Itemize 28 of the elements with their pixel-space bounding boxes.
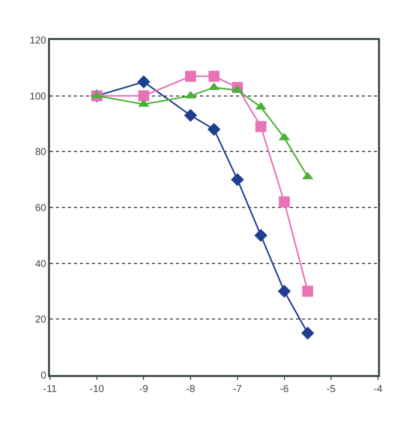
x-tick-label: -9 bbox=[139, 384, 149, 395]
point bbox=[138, 90, 150, 102]
y-tick-label: 120 bbox=[30, 36, 47, 46]
point bbox=[278, 284, 291, 298]
y-tick-label: 0 bbox=[40, 370, 47, 382]
y-tick-label: 40 bbox=[35, 258, 47, 270]
x-tick-label: -8 bbox=[186, 384, 196, 395]
point bbox=[185, 70, 196, 82]
y-tick-label: 20 bbox=[35, 314, 47, 326]
x-tick-label: -6 bbox=[280, 384, 290, 395]
point bbox=[254, 228, 268, 242]
point bbox=[184, 108, 198, 122]
x-tick-label: -10 bbox=[90, 384, 105, 395]
x-tick-label: -4 bbox=[374, 384, 383, 395]
x-tick-label: -7 bbox=[232, 384, 242, 395]
x-tick-label: -5 bbox=[326, 384, 336, 395]
y-tick-label: 100 bbox=[30, 91, 47, 102]
point bbox=[230, 173, 244, 186]
y-tick-label: 60 bbox=[35, 203, 47, 214]
point bbox=[137, 75, 150, 88]
point bbox=[255, 121, 266, 132]
point bbox=[302, 286, 314, 297]
point bbox=[301, 326, 314, 340]
point bbox=[208, 70, 220, 82]
point bbox=[278, 196, 290, 208]
x-tick-label: -11 bbox=[43, 384, 58, 395]
y-tick-label: 80 bbox=[35, 147, 47, 158]
point bbox=[208, 122, 220, 136]
